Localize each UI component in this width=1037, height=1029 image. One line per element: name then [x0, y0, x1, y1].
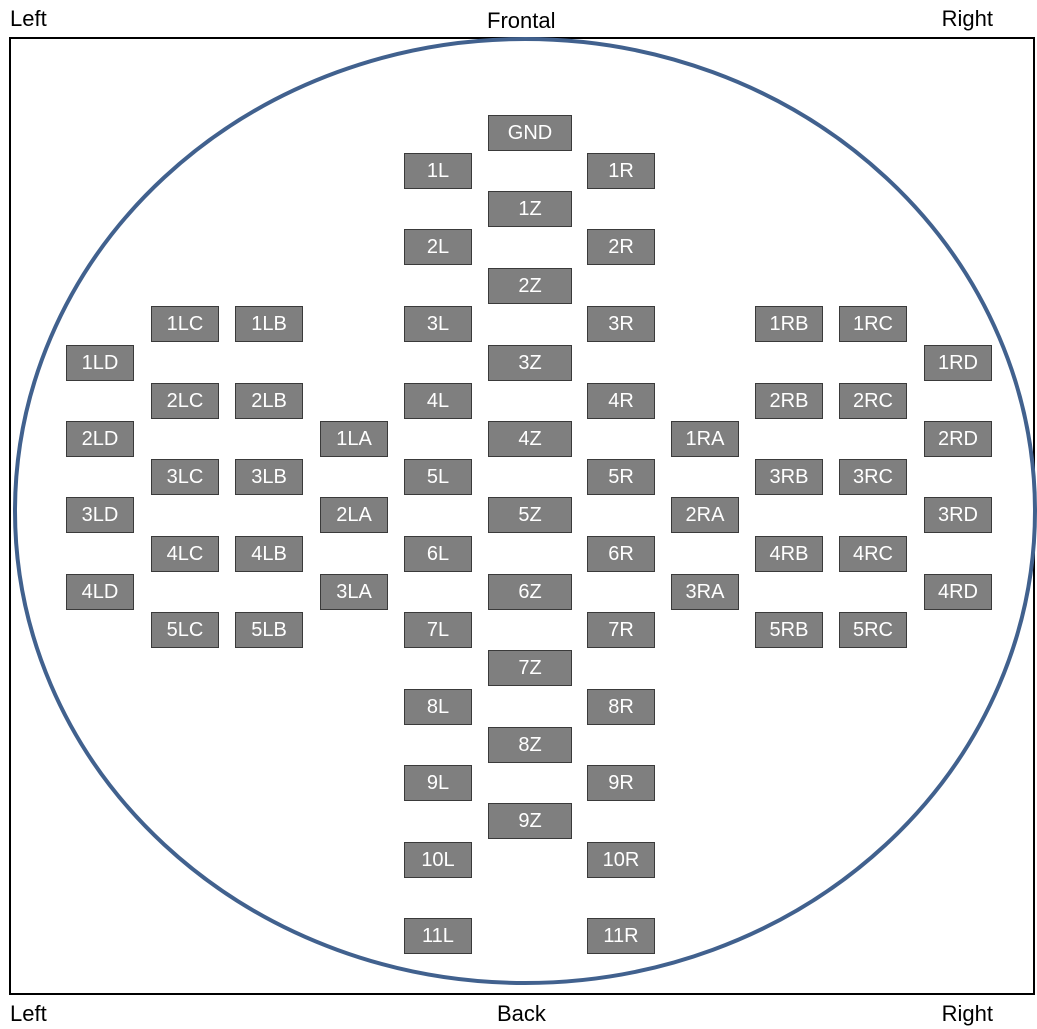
electrode-8z: 8Z: [488, 727, 572, 763]
electrode-7r: 7R: [587, 612, 655, 648]
electrode-3lc: 3LC: [151, 459, 219, 495]
electrode-1lb: 1LB: [235, 306, 303, 342]
electrode-7z: 7Z: [488, 650, 572, 686]
electrode-5z: 5Z: [488, 497, 572, 533]
electrode-1ld: 1LD: [66, 345, 134, 381]
electrode-1rd: 1RD: [924, 345, 992, 381]
electrode-5rc: 5RC: [839, 612, 907, 648]
electrode-10r: 10R: [587, 842, 655, 878]
electrode-6z: 6Z: [488, 574, 572, 610]
electrode-5rb: 5RB: [755, 612, 823, 648]
electrode-gnd: GND: [488, 115, 572, 151]
electrode-3rd: 3RD: [924, 497, 992, 533]
label-bottom-left: Left: [10, 1003, 47, 1025]
electrode-1lc: 1LC: [151, 306, 219, 342]
electrode-4r: 4R: [587, 383, 655, 419]
electrode-1rb: 1RB: [755, 306, 823, 342]
label-back: Back: [497, 1003, 546, 1025]
electrode-9z: 9Z: [488, 803, 572, 839]
electrode-1la: 1LA: [320, 421, 388, 457]
electrode-5lb: 5LB: [235, 612, 303, 648]
electrode-1r: 1R: [587, 153, 655, 189]
electrode-3z: 3Z: [488, 345, 572, 381]
electrode-6r: 6R: [587, 536, 655, 572]
electrode-1l: 1L: [404, 153, 472, 189]
electrode-4z: 4Z: [488, 421, 572, 457]
electrode-2rb: 2RB: [755, 383, 823, 419]
electrode-3rc: 3RC: [839, 459, 907, 495]
electrode-2rd: 2RD: [924, 421, 992, 457]
electrode-8l: 8L: [404, 689, 472, 725]
electrode-4rc: 4RC: [839, 536, 907, 572]
electrode-3ra: 3RA: [671, 574, 739, 610]
electrode-2la: 2LA: [320, 497, 388, 533]
electrode-2r: 2R: [587, 229, 655, 265]
electrode-4rb: 4RB: [755, 536, 823, 572]
electrode-4lb: 4LB: [235, 536, 303, 572]
electrode-9l: 9L: [404, 765, 472, 801]
electrode-3lb: 3LB: [235, 459, 303, 495]
electrode-4lc: 4LC: [151, 536, 219, 572]
electrode-2ra: 2RA: [671, 497, 739, 533]
electrode-3la: 3LA: [320, 574, 388, 610]
electrode-3ld: 3LD: [66, 497, 134, 533]
electrode-11l: 11L: [404, 918, 472, 954]
electrode-2l: 2L: [404, 229, 472, 265]
electrode-7l: 7L: [404, 612, 472, 648]
electrode-4l: 4L: [404, 383, 472, 419]
electrode-2rc: 2RC: [839, 383, 907, 419]
electrode-3rb: 3RB: [755, 459, 823, 495]
electrode-9r: 9R: [587, 765, 655, 801]
electrode-1ra: 1RA: [671, 421, 739, 457]
electrode-5l: 5L: [404, 459, 472, 495]
electrode-2lc: 2LC: [151, 383, 219, 419]
electrode-11r: 11R: [587, 918, 655, 954]
electrode-6l: 6L: [404, 536, 472, 572]
electrode-4rd: 4RD: [924, 574, 992, 610]
electrode-2ld: 2LD: [66, 421, 134, 457]
electrode-1z: 1Z: [488, 191, 572, 227]
electrode-2z: 2Z: [488, 268, 572, 304]
electrode-2lb: 2LB: [235, 383, 303, 419]
electrode-4ld: 4LD: [66, 574, 134, 610]
electrode-10l: 10L: [404, 842, 472, 878]
electrode-1rc: 1RC: [839, 306, 907, 342]
electrode-8r: 8R: [587, 689, 655, 725]
electrode-3l: 3L: [404, 306, 472, 342]
label-bottom-right: Right: [942, 1003, 993, 1025]
electrode-5lc: 5LC: [151, 612, 219, 648]
electrode-3r: 3R: [587, 306, 655, 342]
electrode-5r: 5R: [587, 459, 655, 495]
